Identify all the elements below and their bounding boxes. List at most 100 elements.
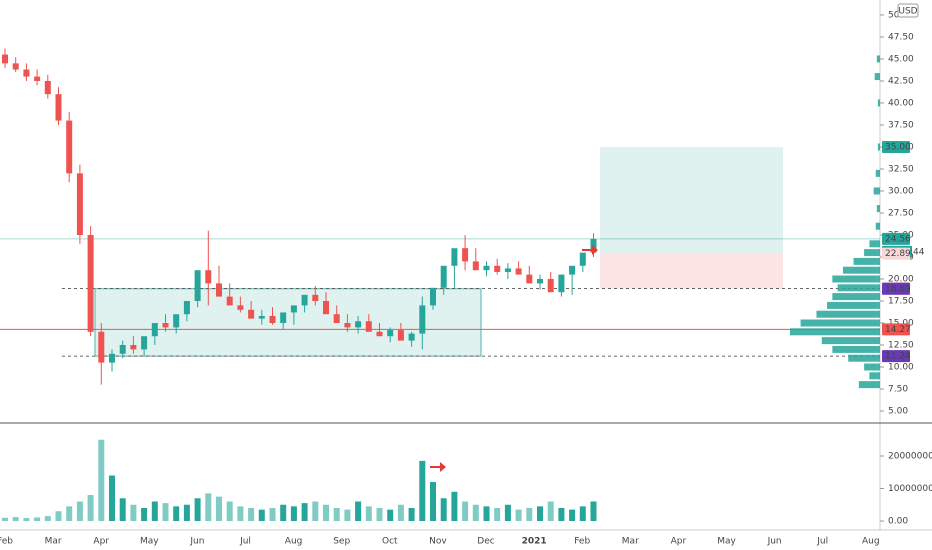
price-tag-label: 24.56 <box>885 234 911 244</box>
volume-bar <box>430 482 436 521</box>
volume-bar <box>109 475 115 521</box>
volume-bar <box>494 507 501 521</box>
y-tick-label: 40.00 <box>888 98 914 108</box>
candle-body <box>66 120 73 174</box>
candle-body <box>494 265 501 272</box>
candle-body <box>173 314 180 328</box>
candle-body <box>323 301 329 315</box>
candle-body <box>162 323 169 328</box>
x-tick-label: Aug <box>862 537 880 547</box>
candle-body <box>109 353 115 363</box>
candle-body <box>355 321 362 328</box>
x-tick-label: Jul <box>816 537 828 547</box>
volume-bar <box>269 507 276 521</box>
x-tick-label: 2021 <box>522 537 547 547</box>
volume-bar <box>537 506 543 521</box>
volume-bar <box>258 509 265 521</box>
x-tick-label: Mar <box>622 537 639 547</box>
volume-bar <box>87 495 94 521</box>
volume-bar <box>66 506 73 521</box>
x-tick-label: Sep <box>333 537 350 547</box>
volume-bar <box>515 509 522 521</box>
volume-profile-bar <box>875 169 880 177</box>
volume-bar <box>173 506 180 521</box>
candle-body <box>141 336 148 350</box>
volume-bar <box>216 496 222 521</box>
y-tick-label: 30.00 <box>888 186 914 196</box>
candle-body <box>258 315 265 319</box>
volume-bar <box>301 503 308 521</box>
volume-profile-bar <box>876 55 880 63</box>
x-tick-label: May <box>140 537 159 547</box>
candle-body <box>237 305 244 310</box>
candle-body <box>365 321 372 332</box>
volume-bar <box>419 460 426 521</box>
candle-body <box>290 305 297 313</box>
price-tag <box>882 350 910 363</box>
candle-body <box>119 345 126 354</box>
x-tick-label: Aug <box>285 537 303 547</box>
volume-bar <box>397 504 404 521</box>
volume-profile-bar <box>832 293 880 301</box>
candle-body <box>76 173 83 235</box>
volume-bar <box>569 509 576 521</box>
price-tag-label: 11.24 <box>885 352 911 362</box>
price-tag <box>882 282 910 295</box>
price-tag <box>882 232 910 245</box>
y-tick-label: 12.50 <box>888 341 914 351</box>
volume-bar <box>408 507 415 521</box>
arrow <box>582 245 598 255</box>
candle-body <box>451 248 458 266</box>
y-tick-label: 45.00 <box>888 54 914 64</box>
candle-body <box>248 309 255 319</box>
candle-body <box>205 270 212 284</box>
candle-body <box>462 248 469 262</box>
volume-bar <box>44 516 51 521</box>
candle-body <box>537 279 543 284</box>
volume-profile-bar <box>790 328 880 336</box>
volume-bar <box>387 509 394 521</box>
volume-profile-bar <box>853 257 880 265</box>
volume-profile-bar <box>842 266 880 274</box>
volume-profile-bar <box>869 372 880 380</box>
candle-body <box>280 312 287 324</box>
volume-profile-bar <box>869 240 880 248</box>
arrow <box>430 462 446 472</box>
volume-bar <box>483 506 490 521</box>
candle-body <box>23 69 30 77</box>
volume-bar <box>590 501 597 521</box>
volume-bar <box>23 518 30 521</box>
candle-body <box>226 296 233 306</box>
y-tick-label: 27.50 <box>888 208 914 218</box>
currency-box[interactable] <box>897 3 919 18</box>
candle-body <box>440 265 447 288</box>
volume-bar <box>451 491 458 521</box>
y-tick-label: 47.50 <box>888 32 914 42</box>
volume-tick-label: 200000000.00 <box>888 452 932 462</box>
volume-bar <box>526 507 533 521</box>
candle-body <box>472 261 479 271</box>
candle-body <box>419 305 426 334</box>
volume-bar <box>462 501 469 521</box>
volume-bar <box>504 504 511 521</box>
candle-body <box>2 54 8 64</box>
volume-profile-bar <box>800 319 880 327</box>
volume-bar <box>183 504 190 521</box>
volume-profile-bar <box>877 99 880 107</box>
volume-profile-bar <box>877 143 880 151</box>
x-tick-label: Nov <box>429 537 447 547</box>
price-tag-label: 22.89 <box>885 249 911 259</box>
volume-bar <box>333 507 340 521</box>
volume-bar <box>440 498 447 521</box>
x-tick-label: Mar <box>45 537 62 547</box>
x-tick-label: Apr <box>93 537 109 547</box>
candle-body <box>558 274 565 293</box>
y-tick-label: 20.00 <box>888 275 914 285</box>
volume-profile-bar <box>837 284 880 292</box>
volume-bar <box>98 439 105 521</box>
volume-bar <box>119 498 126 521</box>
volume-bar <box>365 506 372 521</box>
x-tick-label: Oct <box>382 537 398 547</box>
volume-profile-bar <box>827 301 880 309</box>
price-tag-label: 35.00 <box>885 142 911 152</box>
